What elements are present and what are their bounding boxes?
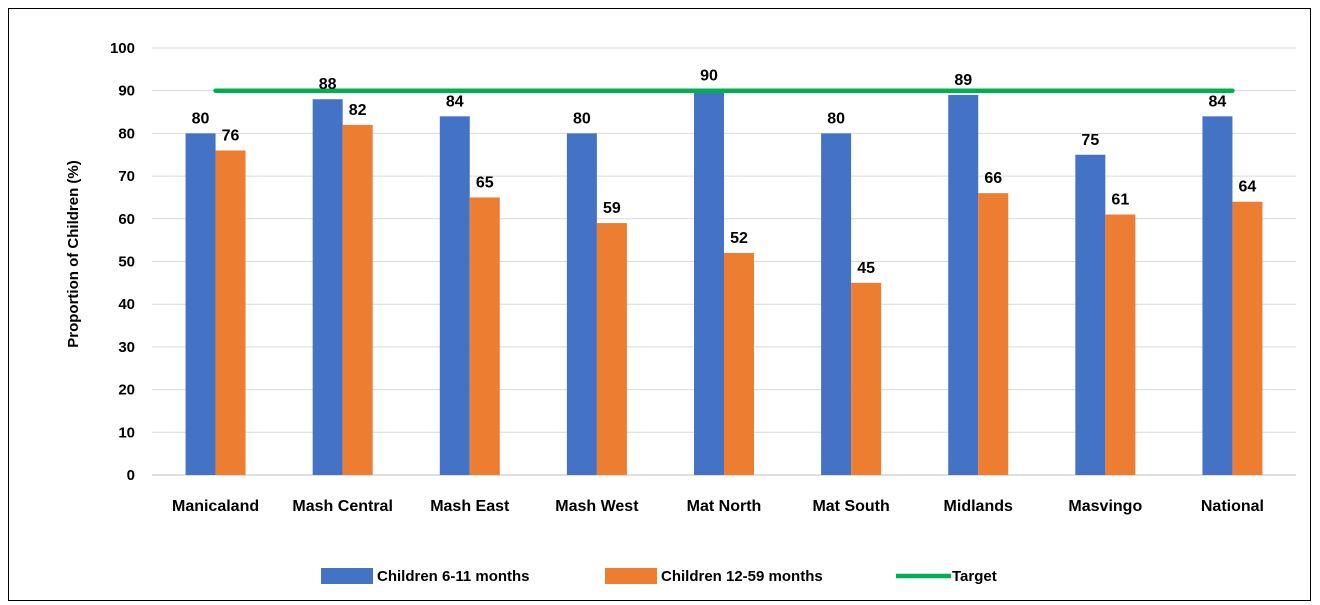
legend-swatch-12-59 bbox=[605, 568, 657, 584]
y-tick-label: 60 bbox=[118, 211, 135, 228]
y-axis-ticks: 0 10 20 30 40 50 60 70 80 90 100 bbox=[110, 40, 135, 484]
y-tick-label: 80 bbox=[118, 125, 135, 142]
bar-6-11-months bbox=[439, 116, 470, 475]
y-tick-label: 40 bbox=[118, 296, 135, 313]
bar-12-59-months bbox=[978, 193, 1009, 475]
x-category-label: Midlands bbox=[944, 498, 1013, 515]
x-category-label: National bbox=[1201, 498, 1264, 515]
legend-swatch-6-11 bbox=[321, 568, 373, 584]
data-label: 80 bbox=[573, 110, 591, 127]
legend-label: Target bbox=[952, 568, 997, 585]
bar-6-11-months bbox=[566, 133, 597, 475]
y-tick-label: 70 bbox=[118, 168, 135, 185]
bar-12-59-months bbox=[342, 124, 373, 476]
y-tick-label: 10 bbox=[118, 424, 135, 441]
data-labels: 80 76 88 82 84 65 80 59 90 52 80 45 89 66 75 61 84 64 bbox=[192, 68, 1257, 277]
data-label: 80 bbox=[827, 110, 845, 127]
data-label: 82 bbox=[349, 102, 367, 119]
x-category-label: Mash Central bbox=[292, 498, 392, 515]
legend-label: Children 6-11 months bbox=[377, 568, 530, 585]
data-label: 89 bbox=[954, 72, 972, 89]
bar-12-59-months bbox=[851, 282, 882, 475]
bar-chart: 0 10 20 30 40 50 60 70 80 90 100 80 76 88 82 84 65 80 59 9… bbox=[65, 40, 1296, 585]
bar-6-11-months bbox=[185, 133, 216, 475]
data-label: 45 bbox=[857, 260, 875, 277]
bars bbox=[185, 90, 1263, 476]
bar-12-59-months bbox=[1232, 201, 1263, 475]
bar-12-59-months bbox=[724, 252, 754, 475]
data-label: 75 bbox=[1081, 132, 1099, 149]
bar-12-59-months bbox=[215, 150, 246, 476]
y-tick-label: 50 bbox=[118, 254, 135, 271]
bar-12-59-months bbox=[1105, 214, 1136, 475]
bar-6-11-months bbox=[1202, 116, 1233, 475]
x-category-label: Masvingo bbox=[1068, 498, 1142, 515]
x-category-label: Manicaland bbox=[172, 498, 259, 515]
data-label: 64 bbox=[1239, 179, 1257, 196]
data-label: 65 bbox=[476, 174, 494, 191]
y-tick-label: 0 bbox=[127, 467, 135, 484]
y-tick-label: 30 bbox=[118, 339, 135, 356]
bar-6-11-months bbox=[1075, 154, 1106, 475]
y-tick-label: 90 bbox=[118, 83, 135, 100]
bar-6-11-months bbox=[312, 99, 343, 476]
data-label: 59 bbox=[603, 200, 621, 217]
bar-12-59-months bbox=[469, 197, 500, 475]
data-label: 76 bbox=[222, 127, 240, 144]
y-axis-title: Proportion of Children (%) bbox=[65, 160, 82, 347]
x-category-label: Mat South bbox=[812, 498, 889, 515]
chart-frame: 0 10 20 30 40 50 60 70 80 90 100 80 76 88 82 84 65 80 59 9… bbox=[8, 8, 1311, 601]
data-label: 84 bbox=[1209, 93, 1227, 110]
data-label: 84 bbox=[446, 93, 464, 110]
data-label: 66 bbox=[984, 170, 1002, 187]
x-category-label: Mash West bbox=[555, 498, 639, 515]
data-label: 61 bbox=[1111, 192, 1129, 209]
data-label: 88 bbox=[319, 76, 337, 93]
x-category-label: Mash East bbox=[430, 498, 510, 515]
x-axis-categories: Manicaland Mash Central Mash East Mash West… bbox=[172, 498, 1264, 515]
bar-6-11-months bbox=[694, 90, 724, 475]
bar-6-11-months bbox=[821, 133, 852, 475]
data-label: 52 bbox=[730, 230, 748, 247]
y-tick-label: 100 bbox=[110, 40, 135, 57]
legend: Children 6-11 months Children 12-59 month… bbox=[321, 568, 997, 585]
data-label: 80 bbox=[192, 110, 210, 127]
bar-6-11-months bbox=[948, 94, 979, 475]
y-tick-label: 20 bbox=[118, 382, 135, 399]
bar-12-59-months bbox=[596, 223, 627, 475]
data-label: 90 bbox=[700, 68, 718, 85]
legend-label: Children 12-59 months bbox=[661, 568, 823, 585]
x-category-label: Mat North bbox=[687, 498, 762, 515]
